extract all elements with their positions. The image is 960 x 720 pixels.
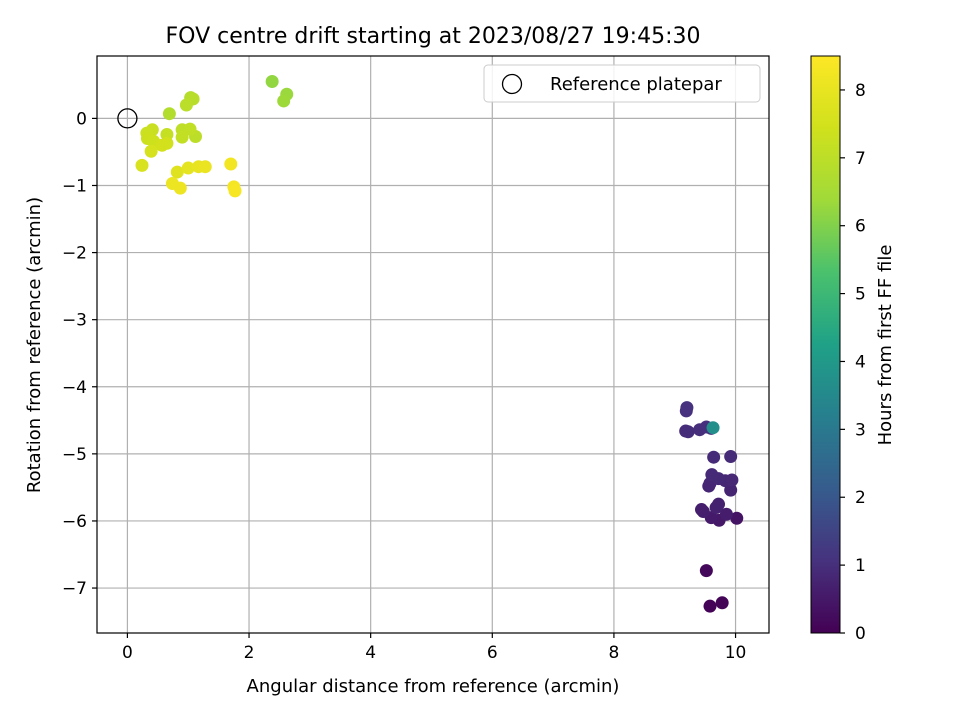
- scatter-point: [162, 107, 176, 121]
- scatter-point: [681, 425, 695, 439]
- scatter-point: [706, 421, 720, 435]
- y-tick-label: −6: [62, 512, 87, 532]
- grid-lines: [97, 56, 769, 633]
- axis-ticks: 0 2 4 6 8 10 0 −1 −2 −3 −4 −5 −6 −7: [62, 109, 746, 663]
- legend-label: Reference platepar: [550, 74, 722, 95]
- scatter-point: [703, 599, 717, 613]
- x-tick-label: 8: [609, 643, 620, 663]
- scatter-point: [707, 450, 721, 464]
- scatter-point: [730, 511, 744, 525]
- scatter-point: [224, 157, 238, 171]
- colorbar-tick-label: 4: [855, 352, 866, 372]
- colorbar-tick-label: 7: [855, 149, 866, 169]
- scatter-point: [724, 483, 738, 497]
- colorbar-tick-label: 0: [855, 624, 866, 644]
- colorbar-tick-label: 2: [855, 488, 866, 508]
- scatter-point: [144, 144, 158, 158]
- scatter-point: [715, 596, 729, 610]
- y-tick-label: −7: [62, 579, 87, 599]
- colorbar: [810, 55, 841, 634]
- x-tick-label: 0: [122, 643, 133, 663]
- colorbar-label: Hours from first FF file: [875, 245, 896, 446]
- y-tick-label: 0: [76, 109, 87, 129]
- colorbar-tick-label: 6: [855, 217, 866, 237]
- scatter-point: [277, 94, 291, 108]
- legend-box: [483, 64, 761, 103]
- scatter-point: [173, 181, 187, 195]
- y-tick-label: −3: [62, 311, 87, 331]
- x-axis-label: Angular distance from reference (arcmin): [247, 676, 620, 697]
- scatter-point: [725, 473, 739, 487]
- y-tick-label: −4: [62, 378, 87, 398]
- legend-marker-open-circle: [501, 73, 523, 95]
- reference-platepar-marker: [117, 108, 138, 129]
- y-tick-label: −2: [62, 244, 87, 264]
- colorbar-tick-label: 8: [855, 81, 866, 101]
- scatter-point: [135, 158, 149, 172]
- scatter-point: [712, 497, 726, 511]
- x-tick-label: 10: [725, 643, 747, 663]
- scatter-point: [719, 507, 733, 521]
- scatter-point: [155, 138, 169, 152]
- y-tick-label: −1: [62, 176, 87, 196]
- scatter-point: [705, 468, 719, 482]
- scatter-point: [228, 184, 242, 198]
- x-tick-label: 2: [244, 643, 255, 663]
- scatter-point: [724, 450, 738, 464]
- x-tick-label: 4: [365, 643, 376, 663]
- colorbar-tick-label: 5: [855, 285, 866, 305]
- colorbar-tick-label: 1: [855, 556, 866, 576]
- scatter-point: [179, 98, 193, 112]
- scatter-point: [181, 161, 195, 175]
- scatter-point: [680, 401, 694, 415]
- scatter-point: [198, 160, 212, 174]
- chart-title: FOV centre drift starting at 2023/08/27 …: [166, 24, 701, 49]
- x-tick-label: 6: [487, 643, 498, 663]
- colorbar-tick-label: 3: [855, 420, 866, 440]
- scatter-point: [170, 165, 184, 179]
- scatter-point: [699, 564, 713, 578]
- colorbar-ticks: 0 1 2 3 4 5 6 7 8: [840, 81, 866, 644]
- y-tick-label: −5: [62, 445, 87, 465]
- scatter-point: [183, 122, 197, 136]
- scatter-point: [694, 503, 708, 517]
- scatter-point: [265, 74, 279, 88]
- y-axis-label: Rotation from reference (arcmin): [24, 197, 45, 493]
- plot-frame: [96, 55, 770, 634]
- data-points: [117, 74, 744, 613]
- scatter-point: [175, 130, 189, 144]
- legend: Reference platepar: [483, 64, 761, 103]
